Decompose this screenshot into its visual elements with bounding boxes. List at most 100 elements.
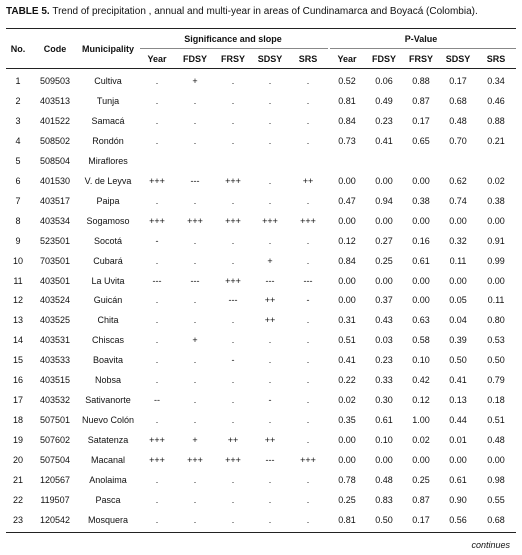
cell: . <box>193 355 197 366</box>
cell: 0.55 <box>487 494 505 505</box>
cell: 0.53 <box>487 335 505 346</box>
cell: --- <box>265 455 275 466</box>
cell: 19 <box>12 435 24 446</box>
cell: . <box>306 375 310 386</box>
cell: 0.73 <box>338 135 356 146</box>
cell: + <box>267 255 273 266</box>
table-title: TABLE 5. Trend of precipitation , annual… <box>6 6 478 17</box>
cell: + <box>192 435 198 446</box>
cell: 0.00 <box>412 455 430 466</box>
cell: . <box>306 435 310 446</box>
cell: +++ <box>225 275 241 286</box>
cell: 1 <box>15 76 21 86</box>
cell: . <box>155 255 159 266</box>
cell: 0.51 <box>487 415 505 426</box>
cell: +++ <box>300 455 316 466</box>
cell: . <box>231 375 235 386</box>
cell: . <box>193 395 197 406</box>
cell: . <box>193 135 197 146</box>
cell: 0.17 <box>449 76 467 86</box>
cell: 0.00 <box>375 175 393 186</box>
cell: 0.41 <box>375 135 393 146</box>
cell: . <box>306 76 310 86</box>
group-rule <box>140 48 328 49</box>
cell: +++ <box>187 215 203 226</box>
cell: 0.43 <box>375 315 393 326</box>
cell: 11 <box>13 275 23 286</box>
cell: . <box>306 395 310 406</box>
cell: 0.61 <box>412 255 430 266</box>
cell: . <box>155 195 159 206</box>
cell: Chiscas <box>91 335 125 346</box>
cell: V. de Leyva <box>84 175 132 186</box>
cell: 403533 <box>39 355 71 366</box>
cell: Socotá <box>93 235 123 246</box>
cell: 119507 <box>40 494 70 505</box>
cell: --- <box>190 275 200 286</box>
cell: 7 <box>15 195 21 206</box>
header-cell: Municipality <box>81 44 135 54</box>
cell: . <box>306 335 310 346</box>
cell: . <box>306 355 310 366</box>
cell: 403531 <box>39 335 71 346</box>
cell: 0.58 <box>412 335 430 346</box>
cell: 508502 <box>39 135 71 146</box>
rule <box>6 28 516 29</box>
cell: 0.79 <box>487 375 505 386</box>
cell: 0.65 <box>412 135 430 146</box>
cell: +++ <box>187 455 203 466</box>
header-cell: FRSY <box>408 54 434 64</box>
cell: 403524 <box>39 295 71 306</box>
cell: . <box>306 475 310 485</box>
header-cell: P-Value <box>404 34 438 44</box>
cell: 0.48 <box>449 115 467 126</box>
cell: 0.87 <box>412 494 430 505</box>
cell: 0.02 <box>338 395 356 406</box>
cell: . <box>268 195 272 206</box>
cell: +++ <box>300 215 316 226</box>
rule <box>6 68 516 69</box>
cell: . <box>268 115 272 126</box>
cell: . <box>306 315 310 326</box>
cell: 0.00 <box>412 215 430 226</box>
cell: 0.48 <box>487 435 505 446</box>
cell: . <box>306 235 310 246</box>
cell: 0.00 <box>375 455 393 466</box>
cell: --- <box>190 175 200 186</box>
cell: 0.11 <box>487 295 505 306</box>
rule <box>6 532 516 533</box>
cell: 0.44 <box>449 415 467 426</box>
cell: 0.99 <box>487 255 505 266</box>
cell: 2 <box>15 95 21 106</box>
cell: 20 <box>12 455 24 466</box>
cell: 5 <box>15 155 21 166</box>
cell: . <box>155 315 159 326</box>
cell: 9 <box>15 235 21 246</box>
cell: 0.63 <box>412 315 430 326</box>
header-cell: Year <box>337 54 357 64</box>
cell: --- <box>228 295 238 306</box>
cell: 0.23 <box>375 115 393 126</box>
cell: ++ <box>227 435 239 446</box>
cell: 0.51 <box>338 335 356 346</box>
cell: . <box>155 76 159 86</box>
cell: + <box>192 76 198 86</box>
cell: 0.00 <box>412 175 430 186</box>
cell: . <box>193 475 197 485</box>
cell: -- <box>154 395 160 406</box>
header-cell: SDSY <box>257 54 283 64</box>
cell: Paipa <box>96 195 120 206</box>
cell: ++ <box>302 175 314 186</box>
cell: 0.04 <box>449 315 467 326</box>
cell: 0.52 <box>338 76 356 86</box>
cell: 403513 <box>39 95 71 106</box>
cell: . <box>155 335 159 346</box>
cell: - <box>306 295 310 306</box>
cell: 0.03 <box>375 335 393 346</box>
table-label: TABLE 5. <box>6 6 50 17</box>
header-cell: SRS <box>298 54 318 64</box>
cell: 0.68 <box>449 95 467 106</box>
cell: 0.91 <box>487 235 505 246</box>
cell: 0.88 <box>487 115 505 126</box>
